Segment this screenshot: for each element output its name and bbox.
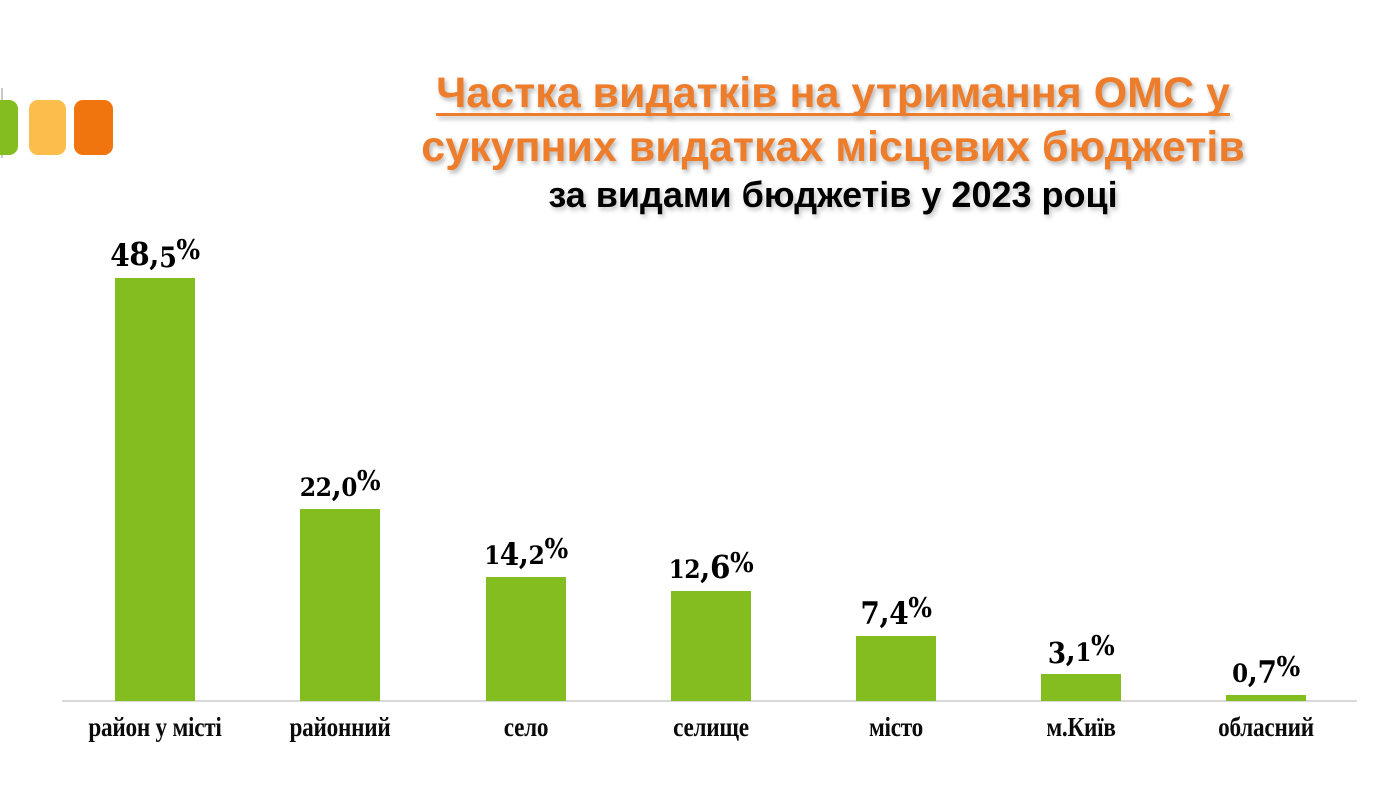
category-label: село [503,712,548,742]
bar-value-label: 12,6% [668,547,754,586]
chart-title-block: Частка видатків на утримання ОМС у сукуп… [258,66,1400,216]
category-label: м.Київ [1046,712,1116,742]
bar-value-label: 3,1% [1047,630,1115,670]
bar-село [485,577,566,701]
category-label: місто [868,712,923,742]
logo-square-orange [74,100,113,155]
category-label: обласний [1218,712,1315,742]
bar-value-label: 48,5% [110,234,201,275]
chart-title-line2: сукупних видатках місцевих бюджетів [421,123,1245,171]
bar-value-label: 7,4% [860,592,932,633]
percent-sign: % [176,234,201,267]
percent-sign: % [1091,630,1115,663]
percent-sign: % [1276,651,1301,684]
bar-місто [855,636,936,701]
bar-value-label: 22,0% [300,465,381,504]
category-label: селище [672,712,749,742]
category-label: район у місті [88,712,222,742]
bar-селище [670,591,751,701]
bar-value-label: 14,2% [483,533,568,574]
bar-район у місті [115,278,196,701]
percent-sign: % [543,533,568,566]
chart-title-line1: Частка видатків на утримання ОМС у [436,69,1230,117]
percent-sign: % [729,547,754,580]
bar-районний [300,509,381,701]
category-label: районний [289,712,391,742]
percent-sign: % [908,592,932,625]
bar-обласний [1226,695,1307,701]
percent-sign: % [357,465,381,498]
bar-value-label: 0,7% [1232,651,1301,692]
x-axis-line [62,700,1357,702]
logo-square-green [0,100,18,155]
bar-м.Київ [1041,674,1122,701]
chart-subtitle: за видами бюджетів у 2023 році [548,174,1118,215]
logo-square-amber [29,100,66,155]
